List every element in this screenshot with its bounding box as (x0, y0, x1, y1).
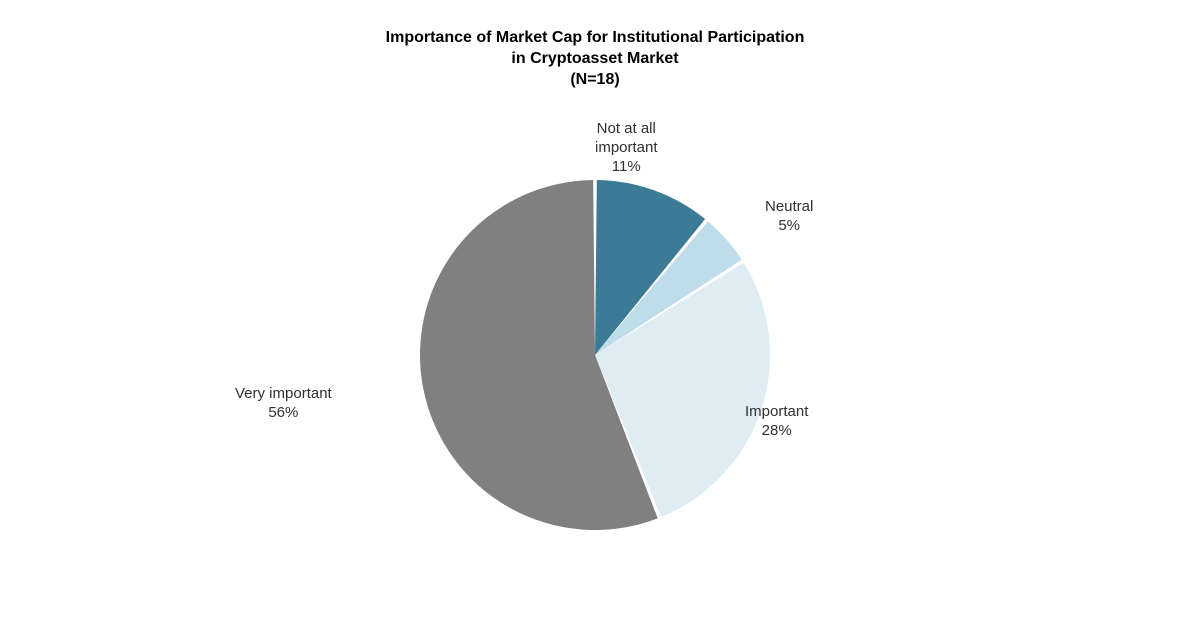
slice-label: Neutral5% (765, 198, 813, 236)
pie-chart-container: Not at allimportant11% Neutral5% Important… (0, 120, 1190, 628)
chart-title: Importance of Market Cap for Institution… (0, 28, 1190, 90)
chart-title-line-3: (N=18) (0, 70, 1190, 91)
slice-label: Very important56% (235, 385, 332, 423)
slice-label: Important28% (745, 403, 808, 441)
pie-chart-svg (415, 175, 775, 535)
chart-title-line-2: in Cryptoasset Market (0, 49, 1190, 70)
slice-label: Not at allimportant11% (595, 120, 658, 176)
chart-title-line-1: Importance of Market Cap for Institution… (0, 28, 1190, 49)
